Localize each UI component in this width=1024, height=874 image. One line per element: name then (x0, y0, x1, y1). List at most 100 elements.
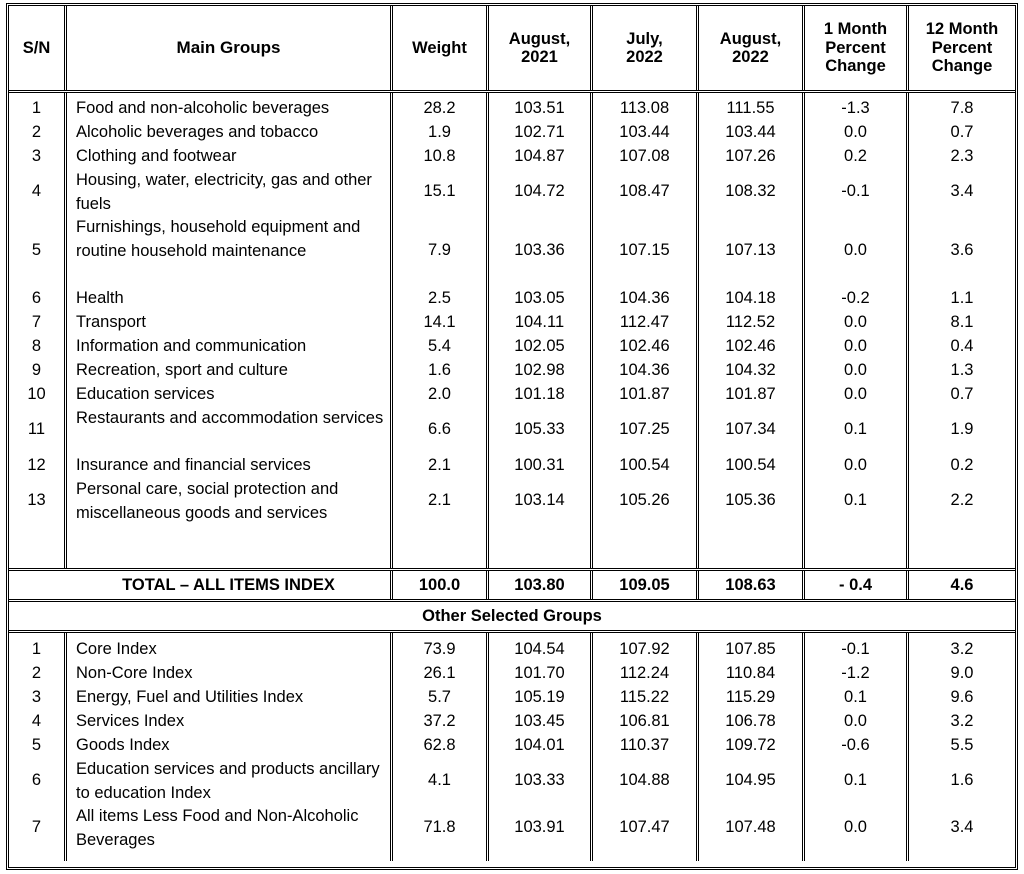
cell-group-11: Restaurants and accommodation services (76, 409, 384, 427)
cell-weight-9: 1.6 (428, 360, 451, 379)
cell-m12-6: 1.1 (950, 288, 974, 307)
cell-m12-9: 1.3 (950, 360, 974, 379)
cell-group-12: Insurance and financial services (76, 456, 311, 474)
cell-aug21-9: 102.98 (514, 360, 565, 379)
cell-m1-6: 0.1 (844, 771, 867, 790)
cell-m1-9: 0.0 (844, 360, 867, 379)
header-cell-august-2022: August, 2022 (699, 6, 805, 90)
total-row: TOTAL – ALL ITEMS INDEX 100.0 103.80 109… (9, 571, 1015, 602)
cell-aug22-6: 104.95 (725, 771, 776, 790)
cell-aug22-6: 104.18 (725, 288, 776, 307)
column2-august-2021: 104.54 101.70 105.19 103.45 104.01 103.33 103.… (489, 633, 593, 861)
cell-m1-3: 0.2 (844, 146, 867, 165)
header-cell-1-month-percent-change: 1 Month Percent Change (805, 6, 909, 90)
cell-aug22-4: 106.78 (725, 711, 776, 730)
aug22-stack: 111.55 103.44 107.26 108.32 107.13 104.18 112.… (699, 96, 802, 524)
total-label: TOTAL – ALL ITEMS INDEX (67, 571, 393, 599)
m12-stack: 7.8 0.7 2.3 3.4 3.6 1.1 8.1 0.4 1.3 0.7 1.9 0.2 2.2 (909, 96, 1015, 524)
column2-1-month-change: -0.1 -1.2 0.1 0.0 -0.6 0.1 0.0 (805, 633, 909, 861)
cell-aug21-13: 103.14 (514, 491, 565, 510)
cell-m12-3: 2.3 (950, 146, 974, 165)
total-sn-blank (9, 571, 67, 599)
cell-aug21-7: 104.11 (514, 312, 565, 331)
cell-group-2: Non-Core Index (76, 664, 193, 682)
aug21-stack: 103.51 102.71 104.87 104.72 103.36 103.05 104.… (489, 96, 590, 524)
column-july-2022: 113.08 103.44 107.08 108.47 107.15 104.36 112.… (593, 93, 699, 568)
cell-aug22-5: 107.13 (725, 241, 776, 260)
cell-group-6: Health (76, 289, 124, 307)
column2-group: Core Index Non-Core Index Energy, Fuel and… (67, 633, 393, 861)
header-jul22-l2: 2022 (626, 48, 663, 66)
weight-stack-2: 73.9 26.1 5.7 37.2 62.8 4.1 71.8 (393, 637, 486, 851)
cell-m1-2: -1.2 (841, 663, 870, 682)
cell-jul22-6: 104.88 (619, 771, 670, 790)
cell-jul22-8: 102.46 (619, 336, 670, 355)
cell-jul22-12: 100.54 (619, 455, 670, 474)
cell-sn-8: 8 (31, 336, 42, 355)
cell-sn-2: 2 (31, 122, 42, 141)
cell-sn-2: 2 (31, 663, 42, 682)
header-cell-july-2022: July, 2022 (593, 6, 699, 90)
column-group: Food and non-alcoholic beverages Alcoholi… (67, 93, 393, 568)
cell-aug22-13: 105.36 (725, 491, 776, 510)
header-cell-group: Main Groups (67, 6, 393, 90)
cell-aug22-8: 102.46 (725, 336, 776, 355)
other-selected-groups-banner: Other Selected Groups (9, 602, 1015, 633)
cell-group-5: Goods Index (76, 736, 170, 754)
cell-aug21-3: 104.87 (514, 146, 565, 165)
cell-m12-7: 8.1 (950, 312, 974, 331)
column-12-month-change: 7.8 0.7 2.3 3.4 3.6 1.1 8.1 0.4 1.3 0.7 1.9 0.2 2.2 (909, 93, 1015, 568)
cell-jul22-1: 107.92 (619, 639, 670, 658)
cell-weight-3: 10.8 (423, 146, 456, 165)
cell-aug21-11: 105.33 (514, 420, 565, 439)
cell-jul22-7: 112.47 (619, 312, 670, 331)
group-stack-2: Core Index Non-Core Index Energy, Fuel and… (67, 637, 390, 851)
total-1-month-change: - 0.4 (805, 571, 909, 599)
cell-m1-6: -0.2 (841, 288, 870, 307)
m12-stack-2: 3.2 9.0 9.6 3.2 5.5 1.6 3.4 (909, 637, 1015, 851)
cell-jul22-11: 107.25 (619, 420, 670, 439)
cell-m12-4: 3.2 (950, 711, 974, 730)
header-jul22-l1: July, (626, 29, 663, 48)
table-header-row: S/N Main Groups Weight August, 2021 July… (9, 6, 1015, 93)
cell-sn-4: 4 (31, 182, 42, 201)
column2-august-2022: 107.85 110.84 115.29 106.78 109.72 104.95 107.… (699, 633, 805, 861)
cell-group-7: Transport (76, 313, 146, 331)
group-stack: Food and non-alcoholic beverages Alcoholi… (67, 96, 390, 524)
header-sn-l1: S/N (22, 38, 51, 57)
cell-m1-5: 0.0 (844, 241, 867, 260)
cell-sn-13: 13 (27, 491, 46, 510)
cell-m1-7: 0.0 (844, 312, 867, 331)
cell-aug21-4: 103.45 (514, 711, 565, 730)
sn-stack-2: 1 2 3 4 5 6 7 (9, 637, 64, 851)
cell-weight-10: 2.0 (428, 384, 451, 403)
cell-group-8: Information and communication (76, 337, 307, 355)
cell-jul22-9: 104.36 (619, 360, 670, 379)
cell-aug22-11: 107.34 (725, 420, 776, 439)
cell-aug22-3: 107.26 (725, 146, 776, 165)
cell-jul22-10: 101.87 (619, 384, 670, 403)
cell-weight-2: 26.1 (423, 663, 456, 682)
cell-sn-7: 7 (31, 312, 42, 331)
cell-group-2: Alcoholic beverages and tobacco (76, 123, 319, 141)
cell-group-3: Energy, Fuel and Utilities Index (76, 688, 304, 706)
total-august-2022: 108.63 (699, 571, 805, 599)
cell-group-1: Core Index (76, 640, 157, 658)
cell-weight-11: 6.6 (428, 420, 451, 439)
cell-weight-6: 4.1 (428, 771, 451, 790)
header-aug22-l2: 2022 (732, 48, 769, 66)
cell-weight-6: 2.5 (428, 288, 451, 307)
header-aug22-l1: August, (719, 29, 782, 48)
header-m1-l1: 1 Month (823, 20, 888, 39)
header-m12-l2: Percent (931, 38, 993, 57)
cpi-table: S/N Main Groups Weight August, 2021 July… (6, 3, 1018, 870)
cell-jul22-5: 110.37 (619, 735, 670, 754)
cell-group-13: Personal care, social protection and mis… (76, 480, 339, 522)
aug22-stack-2: 107.85 110.84 115.29 106.78 109.72 104.95 107.… (699, 637, 802, 851)
cell-aug21-1: 103.51 (514, 98, 565, 117)
cell-group-3: Clothing and footwear (76, 147, 237, 165)
cell-m1-7: 0.0 (844, 818, 867, 837)
column2-sn: 1 2 3 4 5 6 7 (9, 633, 67, 861)
cell-jul22-2: 112.24 (619, 663, 670, 682)
